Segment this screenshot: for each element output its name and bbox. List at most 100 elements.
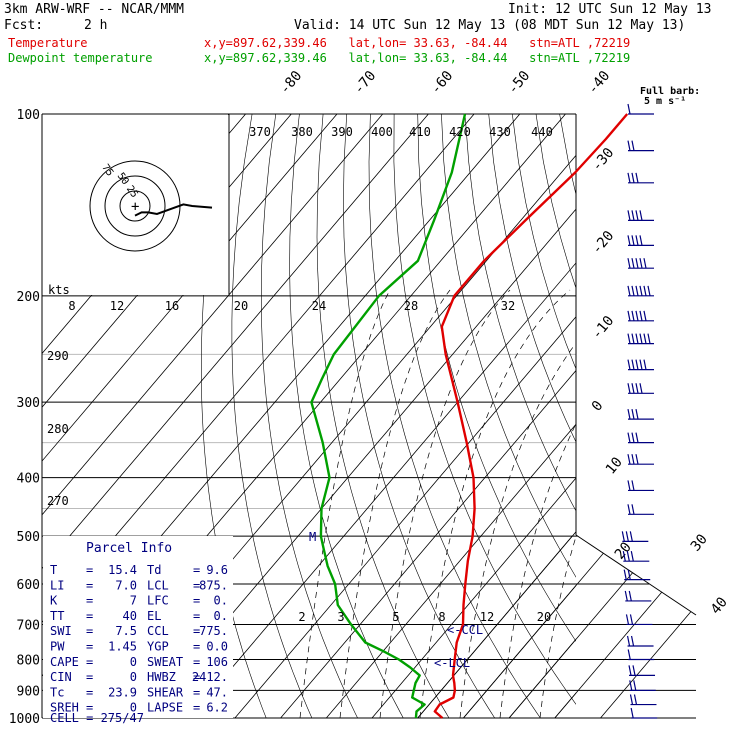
mixing-ratio-line [339,289,451,718]
wind-barb-flag [635,172,639,183]
parcel-eq: = [193,594,200,608]
isotherm-line [42,114,338,462]
wind-barb-flag [627,569,631,580]
wind-barb-flag [627,285,631,296]
wind-barb-flag [643,285,647,296]
dry-adiabat [260,114,358,718]
wind-barb-flag [629,694,634,705]
wind-barb-flag [627,210,631,221]
mixing-ratio-line [580,290,740,718]
dry-adiabat [393,114,576,705]
wind-barb-flag [622,551,626,562]
theta-left-label: 290 [47,349,69,363]
dry-adiabat [725,114,740,718]
parcel-key: K [50,594,58,608]
parcel-key: CCL [147,624,169,638]
isotherm-line [325,423,576,718]
wind-barb-flag [631,258,635,269]
parcel-value: 7.5 [115,624,137,638]
forecast-label: Fcst: [4,18,44,33]
isotherm-line [280,369,576,718]
wind-barb-flag [631,235,635,246]
parcel-key: PW [50,640,65,654]
isotherm-label: -80 [277,68,306,98]
pressure-label-100: 100 [17,108,40,123]
wind-barb-flag [631,408,635,420]
wind-barb-flag [627,359,631,370]
wind-barb-flag [627,408,631,420]
parcel-value: 2412. [192,670,228,684]
parcel-value: 23.9 [108,685,137,699]
wind-barb-flag [629,531,633,542]
hodograph-center: + [131,199,139,215]
wind-barb-flag [635,333,639,344]
speed-tick-label: 24 [312,299,326,313]
wind-barb-flag [632,665,636,676]
parcel-value: 15.4 [108,563,137,577]
wind-barb-flag [639,383,643,394]
parcel-value: 7 [130,594,137,608]
isotherm-line [508,638,576,718]
parcel-value: 47. [206,685,228,699]
wind-barb-flag [643,333,647,344]
legend-temperature-info: x,y=897.62,339.46 lat,lon= 33.63, -84.44… [204,36,631,50]
dry-adiabat [559,114,576,196]
parcel-eq: = [86,655,93,669]
wind-barb-flag [631,454,635,465]
parcel-eq: = [86,701,93,715]
wind-barb-flag [627,454,631,465]
speed-tick-label: 20 [234,299,248,313]
wind-barb-flag [626,635,631,647]
speed-unit-label: kts [48,283,70,297]
wind-barb-flag [639,210,643,221]
hodograph-ring [104,175,166,237]
wind-barb-flag [635,454,639,465]
wind-barb-flag [633,694,638,705]
isotherm-label: 0 [589,398,607,415]
wind-barb-flag [635,210,639,221]
wind-barb-flag [631,333,635,344]
dry-adiabat [535,114,576,290]
parcel-value: 0 [130,701,137,715]
parcel-key: T [50,563,57,577]
theta-label: 370 [249,125,271,139]
parcel-key: SWEAT [147,655,183,669]
pressure-label-200: 200 [17,290,40,305]
dry-adiabat [368,114,541,718]
wind-barb-flag [639,310,643,321]
barb-note-line2: 5 m s⁻¹ [644,96,686,107]
pressure-label-800: 800 [17,653,40,668]
pressure-label-300: 300 [17,396,40,411]
parcel-key: CAPE [50,655,79,669]
parcel-value: 1.45 [108,640,137,654]
cell-motion: CELL = 275/47 [50,711,144,725]
wind-barb-flag [623,569,627,580]
mixing-ratio-lines [299,289,740,718]
parcel-value: 40 [123,609,137,623]
isotherm-line [601,114,740,718]
parcel-eq: = [193,655,200,669]
parcel-eq: = [86,670,93,684]
wind-barb-flag [628,665,632,676]
parcel-value: 775. [199,624,228,638]
wind-barb-flag [635,285,639,296]
wind-barb-flag [635,235,639,246]
theta-label: 420 [449,125,471,139]
parcel-key: TT [50,609,64,623]
wind-barb-flag [625,614,630,625]
init-time: Init: 12 UTC Sun 12 May 13 [508,2,712,17]
wind-barb-flag [631,310,635,321]
parcel-value: 0. [214,609,228,623]
parcel-key: SHEAR [147,685,184,699]
parcel-eq: = [86,609,93,623]
mixing-ratio-label: 3 [337,610,344,624]
parcel-key: SREH [50,701,79,715]
parcel-eq: = [193,578,200,592]
wind-barb-flag [631,172,635,183]
theta-label: 410 [409,125,431,139]
parcel-key: CIN [50,670,72,684]
dry-adiabat [702,114,740,718]
wind-barb-flag [631,432,635,443]
dry-adiabat [464,114,576,512]
mixing-ratio-line [459,342,576,718]
